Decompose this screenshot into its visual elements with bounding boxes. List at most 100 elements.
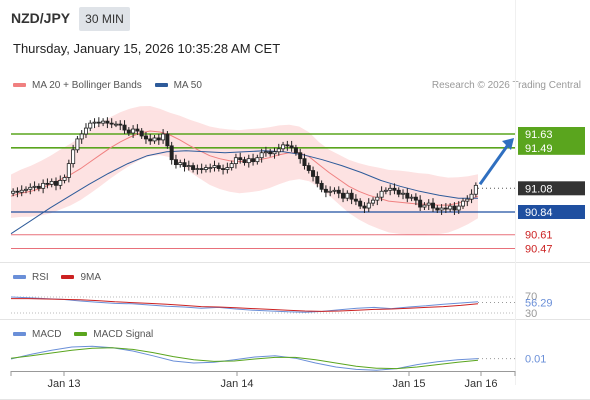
candle-body (66, 163, 71, 178)
candle-body (289, 145, 294, 149)
candle-body (238, 157, 243, 161)
candle-body (336, 189, 341, 194)
target-arrow (478, 141, 512, 186)
candle-body (233, 157, 238, 165)
candle-body (173, 159, 178, 166)
candle-body (118, 123, 123, 126)
timeframe-button[interactable]: 30 MIN (79, 7, 130, 31)
price-tags: 91.63 91.49 91.08 90.84 90.61 90.47 (518, 127, 585, 256)
time-tick-label: Jan 14 (220, 378, 253, 390)
ma50-line (10, 150, 478, 235)
pair-title: NZD/JPY (11, 10, 71, 26)
ma50-swatch (154, 83, 168, 88)
time-tick-label: Jan 15 (392, 378, 425, 390)
candle-body (255, 157, 260, 163)
candle-body (225, 167, 230, 170)
time-axis: Jan 13 Jan 14 Jan 15 Jan 16 (10, 371, 516, 390)
ma20-swatch (13, 83, 26, 88)
candle-body (191, 165, 196, 170)
macd-signal-swatch (74, 332, 88, 337)
candle-body (443, 207, 448, 210)
candle-body (195, 168, 200, 170)
candle-body (259, 152, 264, 159)
timestamp: Thursday, January 15, 2026 10:35:28 AM C… (13, 41, 281, 56)
candle-body (58, 180, 63, 186)
candle-body (263, 151, 268, 154)
candle-body (208, 167, 213, 169)
candle-body (345, 192, 350, 199)
candle-body (306, 165, 311, 171)
candle-body (186, 165, 191, 167)
candle-body (15, 190, 20, 193)
candle-body (105, 120, 110, 124)
ma20-legend-label: MA 20 + Bollinger Bands (32, 80, 142, 91)
candle-body (401, 192, 406, 195)
candle-body (131, 128, 136, 134)
candle-body (452, 205, 457, 211)
candle-body (109, 122, 114, 125)
macd-signal-line (10, 347, 479, 370)
target-arrow-head (502, 138, 514, 150)
candle-body (319, 182, 324, 190)
candle-body (28, 186, 33, 190)
candle-body (19, 189, 24, 193)
candle-body (152, 137, 157, 142)
credit-text: Research © 2026 Trading Central (431, 80, 581, 91)
time-tick-label: Jan 16 (464, 378, 497, 390)
rsi-ma-swatch (61, 275, 75, 280)
candle-body (302, 158, 307, 166)
candle-body (362, 205, 367, 209)
candle-body (379, 190, 384, 198)
candle-body (242, 159, 247, 164)
candle-body (465, 198, 470, 202)
candle-body (41, 182, 46, 189)
candle-body (45, 182, 50, 185)
candle-body (298, 152, 303, 160)
candle-body (456, 205, 461, 211)
macd-signal-legend-label: MACD Signal (93, 329, 154, 340)
candle-body (75, 138, 80, 151)
candle-body (268, 151, 273, 155)
price-tag-label: 90.84 (525, 207, 553, 219)
candle-body (272, 151, 277, 155)
candle-body (143, 135, 148, 140)
candle-body (246, 158, 251, 164)
candle-body (71, 149, 76, 165)
rsi-tick-label: 70 (525, 291, 537, 303)
candle-body (281, 144, 286, 150)
candle-body (36, 185, 41, 189)
rsi-ma-line (11, 298, 479, 312)
price-tag-label: 90.47 (525, 244, 553, 256)
candle-body (156, 137, 161, 141)
ma50-legend-label: MA 50 (173, 80, 202, 91)
bollinger-band (11, 106, 478, 236)
candle-body (229, 163, 234, 168)
candle-body (169, 145, 174, 161)
candle-body (371, 199, 376, 204)
candle-body (315, 176, 320, 184)
rsi-line (10, 296, 479, 313)
price-tag-label: 91.08 (525, 183, 553, 195)
candle-body (426, 202, 431, 206)
candle-body (396, 189, 401, 195)
price-tag-label: 90.61 (525, 230, 553, 242)
price-legend: MA 20 + Bollinger Bands MA 50 (13, 80, 202, 91)
candle-body (32, 185, 37, 188)
candle-body (79, 133, 84, 140)
macd-legend: MACD MACD Signal (13, 329, 153, 340)
candle-body (285, 144, 290, 147)
candle-body (276, 148, 281, 153)
rsi-legend: RSI 9MA (13, 272, 101, 283)
macd-legend-label: MACD (32, 329, 62, 340)
candle-body (165, 133, 170, 147)
candle-body (293, 147, 298, 154)
candle-body (221, 168, 226, 170)
price-tag-label: 91.63 (525, 129, 553, 141)
candle-body (49, 180, 54, 185)
candle-body (161, 133, 166, 141)
candle-body (366, 202, 371, 209)
candle-body (126, 129, 131, 134)
candle-body (473, 184, 478, 195)
